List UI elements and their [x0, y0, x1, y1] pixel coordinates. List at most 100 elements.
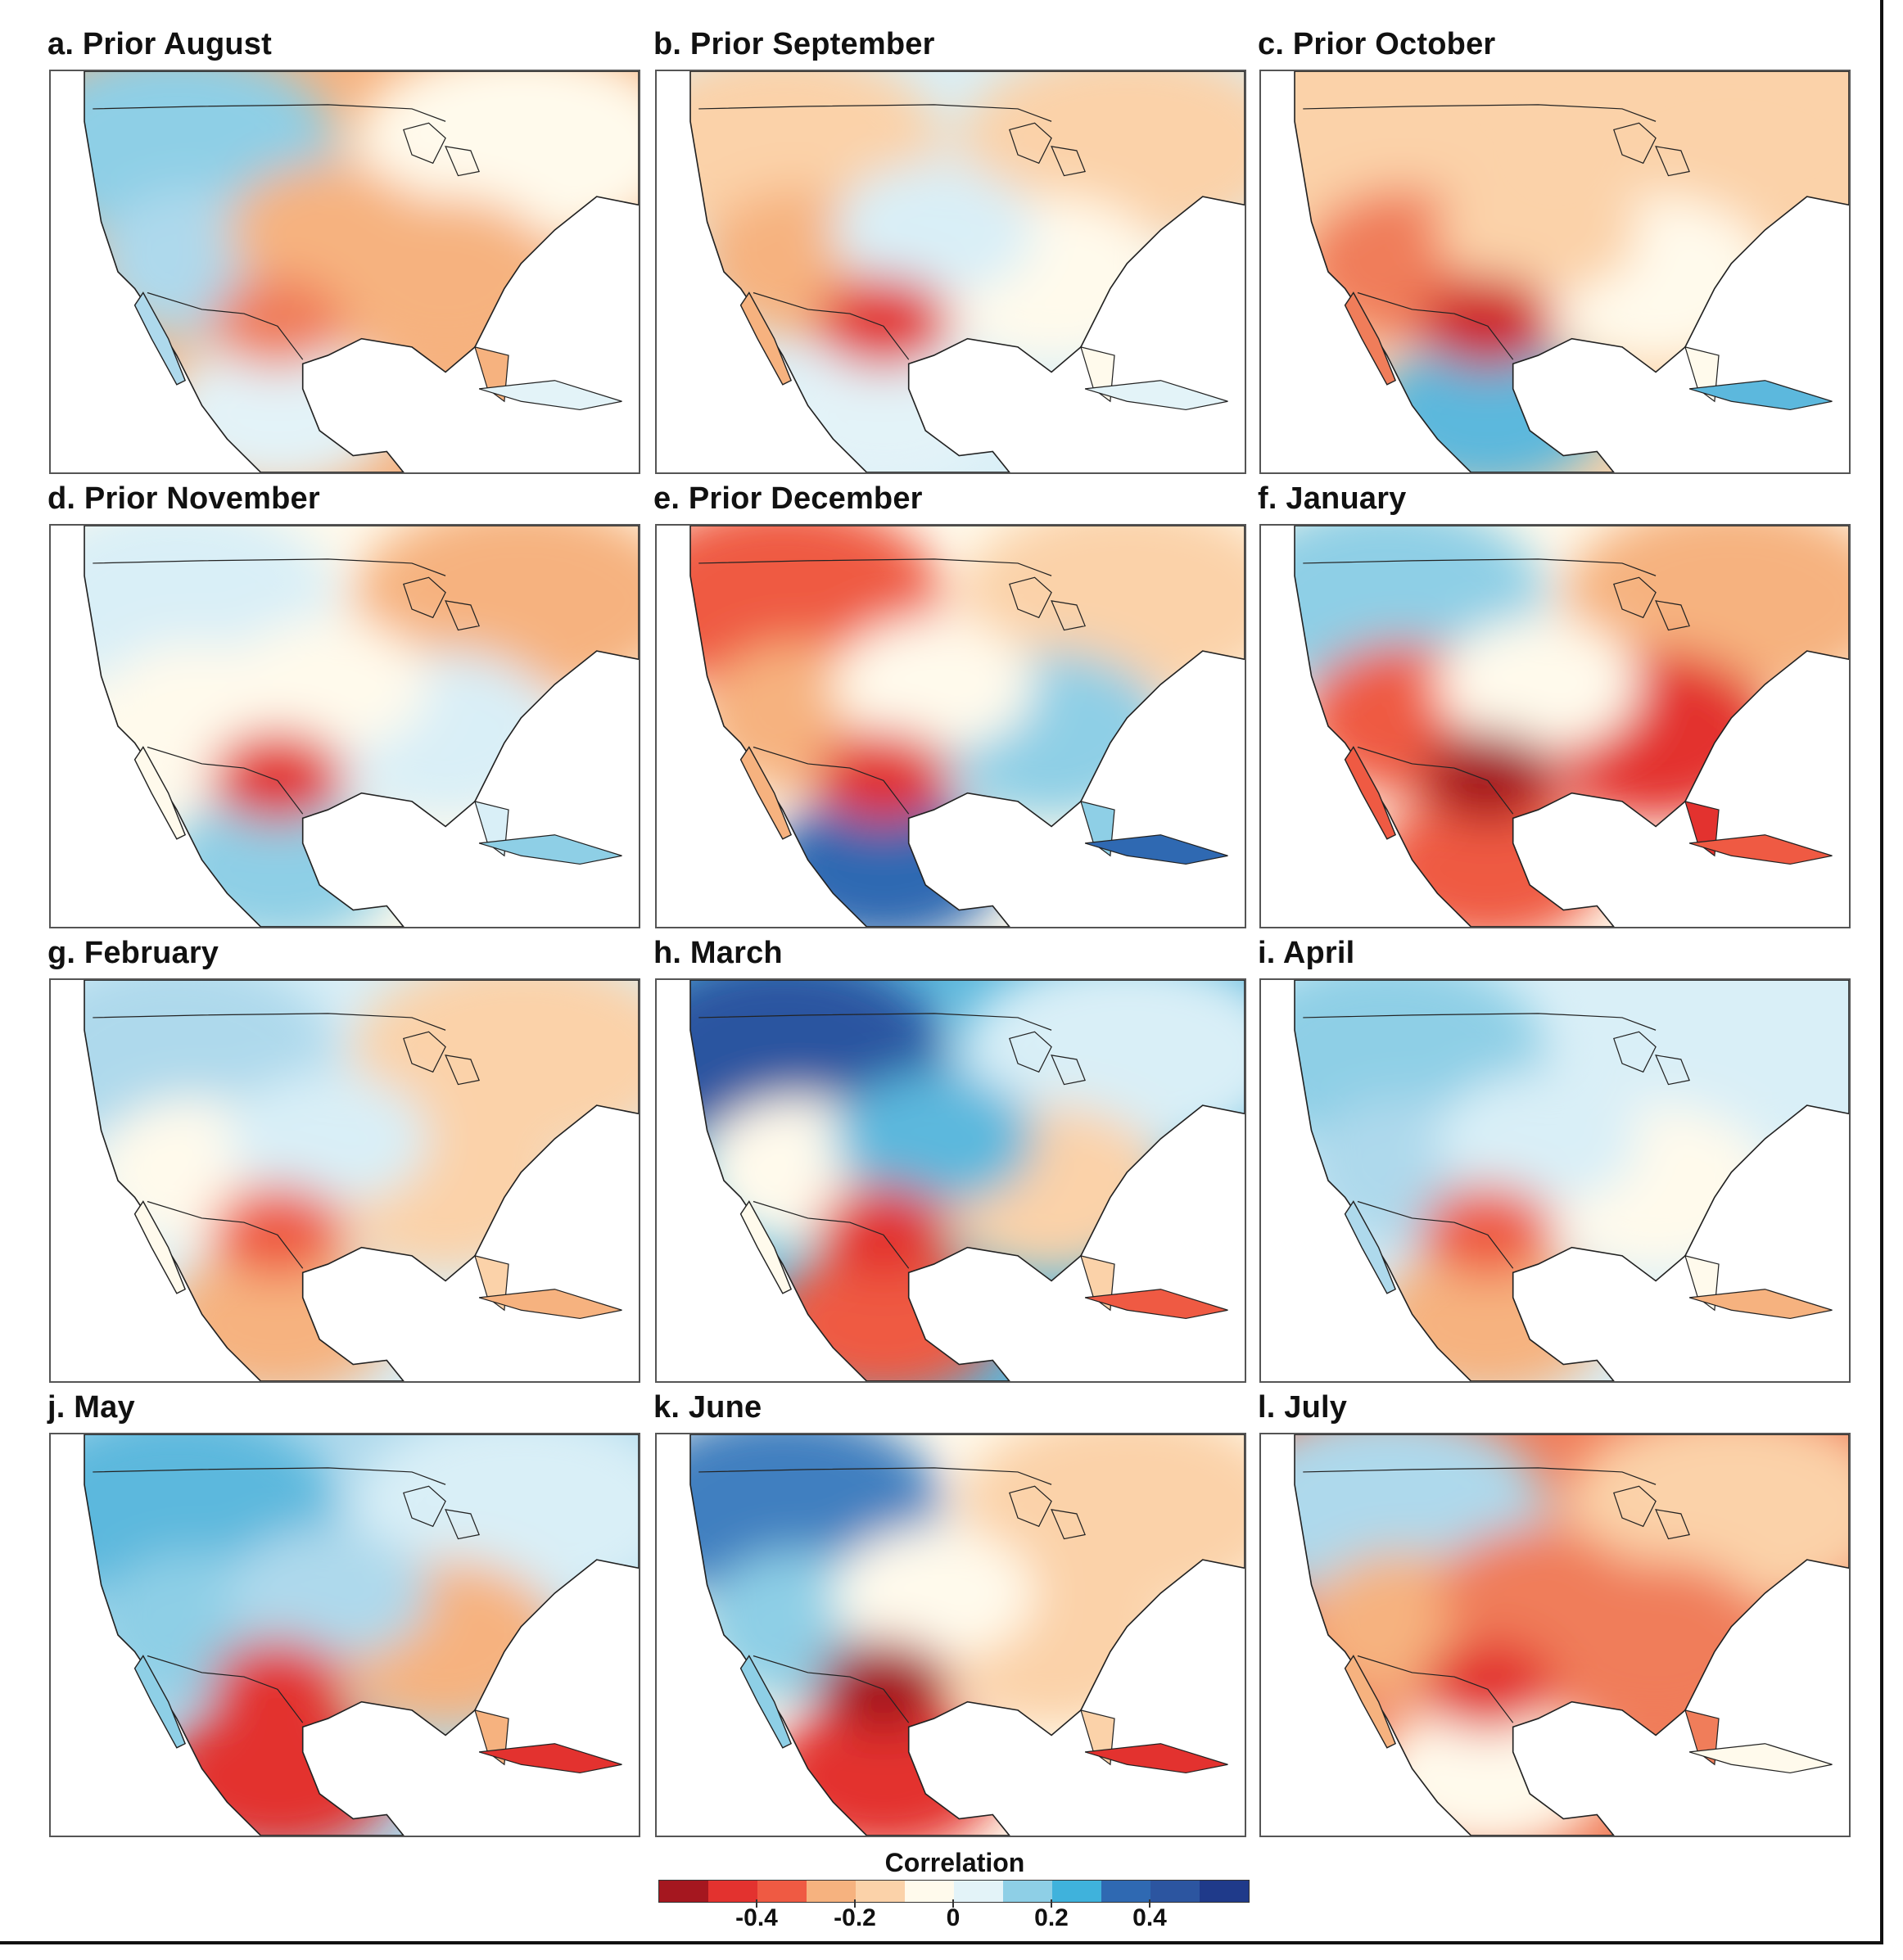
- colorbar-tick-label: 0: [946, 1904, 961, 1931]
- baja-peninsula: [133, 1655, 187, 1749]
- colorbar-swatch-4: [856, 1881, 905, 1902]
- caribbean-islands: [1084, 380, 1228, 411]
- colorbar-swatch-7: [1003, 1881, 1052, 1902]
- border-canada-us: [1303, 104, 1657, 122]
- border-canada-us: [698, 1467, 1052, 1485]
- map-svg-c: [1294, 71, 1849, 472]
- border-canada-us: [698, 1013, 1052, 1031]
- coastline: [1294, 526, 1849, 927]
- caribbean-islands: [478, 1743, 622, 1774]
- map-svg-h: [689, 980, 1245, 1381]
- border-canada-us: [93, 104, 446, 122]
- great-lakes: [1009, 1031, 1086, 1086]
- great-lakes: [1613, 1031, 1690, 1086]
- border-canada-us: [1303, 558, 1657, 576]
- colorbar-swatch-2: [757, 1881, 807, 1902]
- map-svg-e: [689, 526, 1245, 927]
- great-lakes: [1613, 122, 1690, 177]
- map-panel-k: [655, 1433, 1246, 1837]
- baja-peninsula: [133, 746, 187, 840]
- border-us-mexico: [1357, 746, 1514, 815]
- great-lakes: [403, 1485, 480, 1540]
- map-svg-j: [84, 1434, 639, 1836]
- caribbean-islands: [1688, 380, 1833, 411]
- correlation-field: [84, 980, 639, 1381]
- panel-title-d: d. Prior November: [47, 481, 320, 516]
- panel-title-j: j. May: [47, 1390, 135, 1425]
- panel-title-f: f. January: [1258, 481, 1407, 516]
- caribbean-islands: [478, 380, 622, 411]
- border-canada-us: [698, 558, 1052, 576]
- colorbar-title: Correlation: [884, 1848, 1025, 1877]
- border-canada-us: [1303, 1013, 1657, 1031]
- map-svg-k: [689, 1434, 1245, 1836]
- border-us-mexico: [147, 1655, 304, 1723]
- correlation-field: [690, 526, 1245, 927]
- map-panel-d: [49, 524, 640, 928]
- baja-peninsula: [739, 1655, 793, 1749]
- map-panel-e: [655, 524, 1246, 928]
- baja-peninsula: [133, 291, 187, 386]
- baja-peninsula: [739, 291, 793, 386]
- map-panel-j: [49, 1433, 640, 1837]
- colorbar-swatch-0: [659, 1881, 708, 1902]
- caribbean-islands: [1688, 1743, 1833, 1774]
- panel-title-g: g. February: [47, 936, 219, 970]
- colorbar-tick-4: [1149, 1899, 1150, 1908]
- border-us-mexico: [1357, 1655, 1514, 1723]
- map-svg-f: [1294, 526, 1849, 927]
- map-panel-i: [1259, 978, 1851, 1383]
- great-lakes: [403, 122, 480, 177]
- border-us-mexico: [753, 291, 910, 360]
- colorbar-swatch-11: [1200, 1881, 1249, 1902]
- caribbean-islands: [1084, 1289, 1228, 1320]
- border-us-mexico: [147, 746, 304, 815]
- border-us-mexico: [753, 1200, 910, 1269]
- colorbar-tick-label: 0.4: [1132, 1904, 1167, 1931]
- great-lakes: [403, 576, 480, 631]
- colorbar-tick-1: [854, 1899, 856, 1908]
- correlation-field: [1295, 980, 1849, 1381]
- panel-title-l: l. July: [1258, 1390, 1348, 1425]
- figure-bottom-border: [0, 1941, 1883, 1944]
- panel-title-c: c. Prior October: [1258, 27, 1496, 61]
- correlation-field: [690, 71, 1245, 472]
- coastline: [84, 980, 639, 1381]
- border-us-mexico: [147, 291, 304, 360]
- coastline: [689, 526, 1245, 927]
- caribbean-islands: [478, 1289, 622, 1320]
- correlation-field: [84, 526, 639, 927]
- colorbar-swatch-9: [1101, 1881, 1150, 1902]
- correlation-field: [84, 71, 639, 472]
- correlation-field: [1295, 71, 1849, 472]
- figure-right-border: [1880, 0, 1883, 1944]
- map-svg-l: [1294, 1434, 1849, 1836]
- colorbar-tick-0: [756, 1899, 757, 1908]
- baja-peninsula: [1344, 1200, 1397, 1294]
- colorbar-swatch-10: [1150, 1881, 1200, 1902]
- baja-peninsula: [1344, 746, 1397, 840]
- panel-title-k: k. June: [653, 1390, 762, 1425]
- correlation-field: [690, 1434, 1245, 1836]
- caribbean-islands: [478, 834, 622, 865]
- border-canada-us: [1303, 1467, 1657, 1485]
- baja-peninsula: [739, 1200, 793, 1294]
- baja-peninsula: [1344, 1655, 1397, 1749]
- map-panel-a: [49, 70, 640, 474]
- colorbar-tick-2: [952, 1899, 954, 1908]
- panel-title-h: h. March: [653, 936, 783, 970]
- map-panel-f: [1259, 524, 1851, 928]
- border-canada-us: [698, 104, 1052, 122]
- map-svg-a: [84, 71, 639, 472]
- map-panel-h: [655, 978, 1246, 1383]
- panel-title-a: a. Prior August: [47, 27, 272, 61]
- panel-title-e: e. Prior December: [653, 481, 923, 516]
- border-us-mexico: [1357, 1200, 1514, 1269]
- great-lakes: [403, 1031, 480, 1086]
- map-panel-c: [1259, 70, 1851, 474]
- great-lakes: [1613, 1485, 1690, 1540]
- coastline: [1294, 980, 1849, 1381]
- coastline: [84, 71, 639, 472]
- colorbar-swatch-3: [807, 1881, 856, 1902]
- coastline: [1294, 1434, 1849, 1836]
